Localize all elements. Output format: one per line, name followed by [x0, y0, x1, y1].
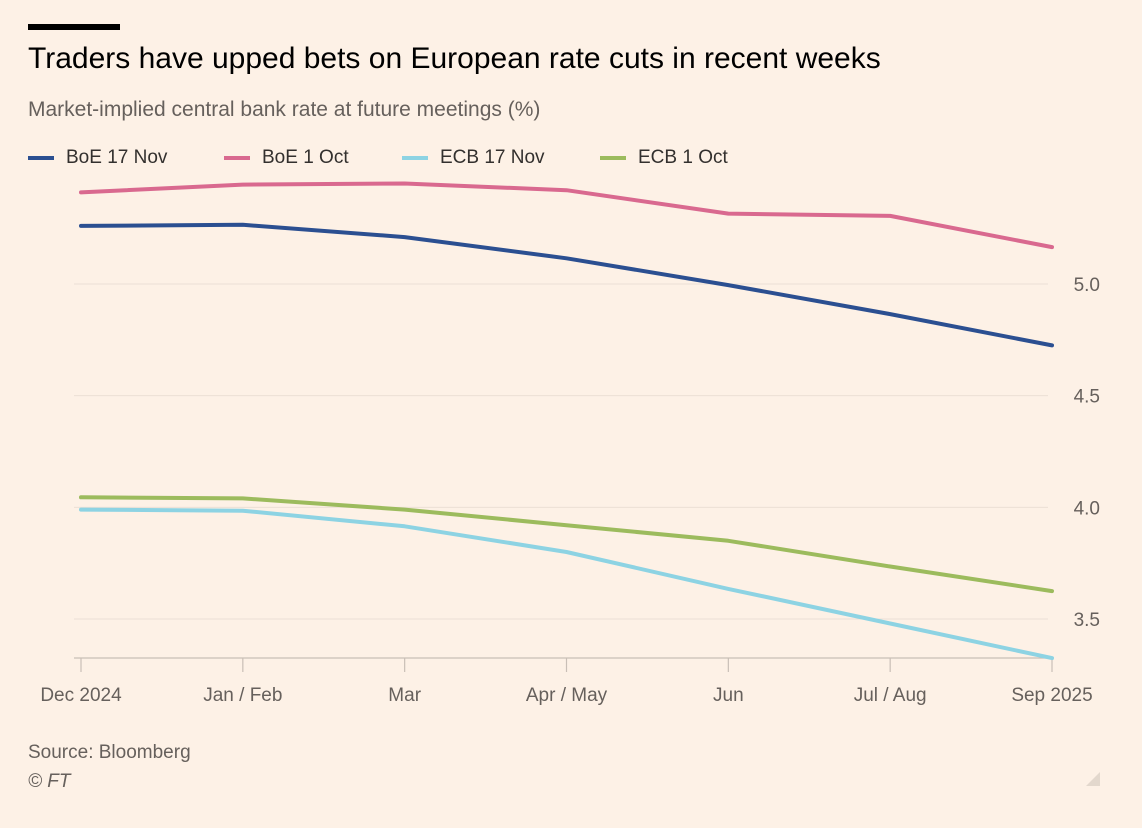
ft-accent-bar: [28, 24, 120, 30]
x-tick-label-2: Mar: [388, 685, 421, 706]
x-tick-label-4: Jun: [713, 685, 744, 706]
legend-item-boe-17-nov: BoE 17 Nov: [28, 145, 167, 171]
x-tick-label-0: Dec 2024: [40, 685, 122, 706]
copyright-credit: © FT: [28, 771, 71, 792]
legend-label-ecb-1-oct: ECB 1 Oct: [638, 147, 728, 168]
chart-subtitle: Market-implied central bank rate at futu…: [28, 98, 541, 121]
series-line-boe-1-oct: [79, 181, 1054, 250]
y-tick-label-1: 4.5: [1074, 387, 1100, 408]
legend-label-boe-1-oct: BoE 1 Oct: [262, 147, 349, 168]
x-tick-label-6: Sep 2025: [1011, 685, 1092, 706]
legend-label-boe-17-nov: BoE 17 Nov: [66, 147, 168, 168]
legend-swatch-ecb-1-oct: [600, 156, 626, 160]
chart-title: Traders have upped bets on European rate…: [28, 42, 881, 75]
y-tick-label-0: 5.0: [1074, 275, 1100, 296]
x-tick-label-3: Apr / May: [526, 685, 608, 706]
y-tick-label-2: 4.0: [1074, 498, 1100, 519]
series-line-ecb-17-nov: [79, 507, 1054, 661]
legend-item-boe-1-oct: BoE 1 Oct: [224, 145, 349, 171]
x-tick-label-1: Jan / Feb: [203, 685, 282, 706]
x-tick-label-5: Jul / Aug: [854, 685, 927, 706]
legend-swatch-boe-17-nov: [28, 156, 54, 160]
legend-item-ecb-17-nov: ECB 17 Nov: [402, 145, 545, 171]
source-note: Source: Bloomberg: [28, 742, 191, 763]
legend-swatch-boe-1-oct: [224, 156, 250, 160]
legend-swatch-ecb-17-nov: [402, 156, 428, 160]
y-tick-label-3: 3.5: [1074, 610, 1100, 631]
series-line-ecb-1-oct: [79, 495, 1054, 594]
series-line-boe-17-nov: [79, 222, 1054, 348]
legend-label-ecb-17-nov: ECB 17 Nov: [440, 147, 545, 168]
resize-handle-icon: [1086, 772, 1100, 786]
legend-item-ecb-1-oct: ECB 1 Oct: [600, 145, 728, 171]
